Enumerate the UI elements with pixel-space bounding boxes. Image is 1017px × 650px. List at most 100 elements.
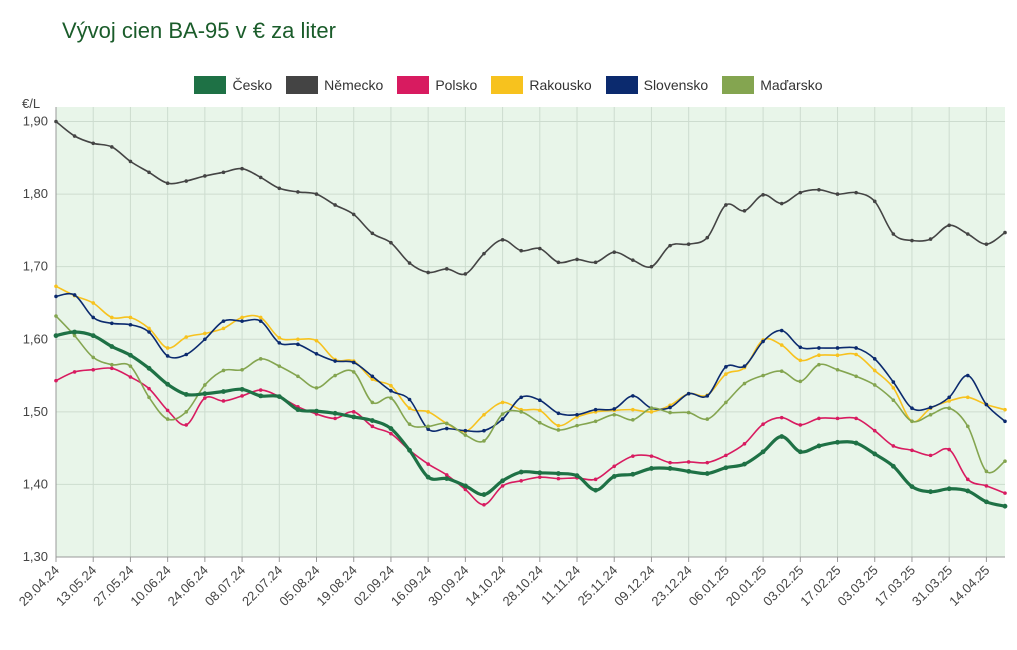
x-tick-label: 02.09.24 (351, 563, 397, 609)
series-0-point (128, 352, 133, 358)
series-2-point (705, 460, 710, 465)
x-tick-label: 14.10.24 (462, 563, 508, 609)
legend-item[interactable]: Rakousko (491, 76, 592, 94)
series-2-point (426, 462, 430, 466)
series-2-line (55, 367, 1006, 506)
series-2-point (333, 416, 337, 421)
series-2-point (240, 394, 244, 398)
plot-area (56, 107, 1005, 557)
series-0-point (593, 487, 599, 493)
series-1-point (891, 232, 896, 236)
legend-item[interactable]: Maďarsko (722, 76, 823, 94)
series-4-point (705, 394, 710, 398)
series-4-point (593, 407, 598, 412)
series-3-point (426, 410, 430, 414)
legend-item[interactable]: Polsko (397, 76, 477, 94)
legend-item[interactable]: Česko (194, 76, 272, 94)
series-4-point (407, 397, 412, 402)
series-2-point (556, 476, 561, 481)
series-2-point (965, 477, 970, 482)
series-0-point (109, 344, 115, 349)
series-5-point (835, 367, 840, 372)
series-3-point (798, 358, 803, 363)
series-1-point (947, 223, 951, 228)
y-tick-label: 1,40 (23, 476, 48, 491)
series-3-point (184, 335, 189, 339)
legend-item[interactable]: Slovensko (605, 76, 709, 94)
legend-swatch (286, 76, 319, 94)
series-3-point (965, 395, 970, 400)
series-5-point (817, 362, 821, 367)
series-3-point (258, 315, 263, 320)
series-3-point (110, 315, 114, 320)
series-3-point (277, 336, 282, 340)
series-4-point (370, 374, 375, 379)
series-0-point (295, 407, 301, 413)
series-1-point (612, 250, 617, 254)
series-4-point (668, 405, 672, 410)
series-0-point (425, 474, 431, 480)
series-0-point (723, 465, 729, 471)
series-4-point (463, 428, 468, 433)
series-4-point (761, 339, 765, 344)
series-2-point (724, 453, 728, 458)
series-3-point (947, 399, 951, 403)
series-4-point (779, 328, 784, 333)
series-0-point (369, 418, 375, 423)
legend-item[interactable]: Německo (286, 76, 383, 94)
series-0-point (1002, 503, 1008, 509)
x-tick-label: 28.10.24 (500, 563, 546, 609)
series-0-point (53, 333, 59, 339)
x-tick-label: 17.02.25 (797, 563, 843, 609)
series-4-point (928, 405, 933, 410)
series-5-point (724, 400, 728, 405)
series-5-point (128, 364, 133, 368)
series-4-point (165, 354, 170, 358)
series-5-point (686, 410, 691, 415)
series-2-point (370, 424, 375, 429)
series-0-point (649, 466, 654, 471)
series-2-point (761, 422, 765, 426)
series-0-point (72, 329, 78, 335)
series-0-line (55, 330, 1006, 508)
series-4-point (351, 360, 356, 365)
series-2-point (984, 484, 989, 488)
legend-label: Polsko (435, 77, 478, 93)
series-0-point (481, 492, 487, 497)
series-3-point (203, 331, 207, 336)
series-3-point (872, 368, 877, 373)
series-5-point (631, 418, 635, 422)
legend-swatch (194, 76, 227, 94)
series-0-point (444, 476, 450, 482)
series-5-point (72, 333, 77, 338)
series-0-point (965, 488, 971, 494)
series-5-point (798, 379, 803, 384)
series-1-point (277, 186, 282, 191)
series-3-point (482, 412, 486, 417)
x-tick-label: 16.09.24 (388, 563, 434, 609)
series-3-point (854, 352, 858, 357)
series-5-point (147, 395, 151, 400)
series-4-point (128, 322, 133, 327)
series-4-point (872, 357, 877, 361)
series-4-point (296, 342, 300, 347)
series-0-point (630, 471, 636, 477)
series-3-point (370, 377, 375, 381)
series-5-point (389, 396, 393, 400)
series-3-point (556, 423, 561, 428)
series-2-point (742, 441, 747, 446)
series-4-point (314, 351, 319, 356)
series-4-point (500, 417, 505, 421)
series-1-point (463, 272, 468, 276)
series-4-point (575, 412, 579, 417)
series-2-point (500, 484, 505, 488)
legend-label: Slovensko (643, 77, 709, 93)
series-2-point (593, 477, 598, 482)
series-2-point (891, 444, 896, 448)
series-5-point (519, 410, 523, 414)
legend-label: Maďarsko (760, 77, 823, 93)
series-1-point (184, 179, 189, 183)
series-2-point (612, 464, 617, 469)
series-4-point (110, 321, 114, 326)
